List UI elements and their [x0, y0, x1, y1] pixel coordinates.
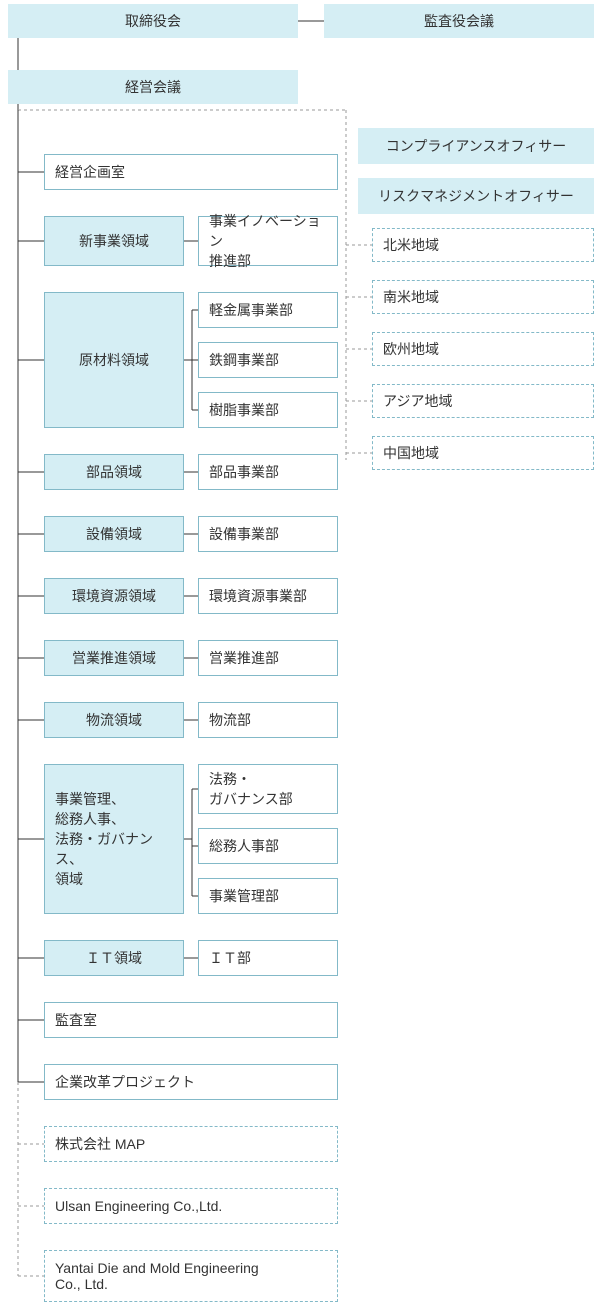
- domain-box: 設備領域: [44, 516, 184, 552]
- department-box: 樹脂事業部: [198, 392, 338, 428]
- department-box: 事業管理部: [198, 878, 338, 914]
- department-box: 軽金属事業部: [198, 292, 338, 328]
- domain-box: 物流領域: [44, 702, 184, 738]
- region-box: アジア地域: [372, 384, 594, 418]
- department-box: ＩＴ部: [198, 940, 338, 976]
- domain-box: 環境資源領域: [44, 578, 184, 614]
- unit-box: 企業改革プロジェクト: [44, 1064, 338, 1100]
- subsidiary-box: 株式会社 MAP: [44, 1126, 338, 1162]
- department-box: 物流部: [198, 702, 338, 738]
- region-box: 欧州地域: [372, 332, 594, 366]
- domain-box: 営業推進領域: [44, 640, 184, 676]
- unit-box: 経営企画室: [44, 154, 338, 190]
- subsidiary-box: Yantai Die and Mold EngineeringCo., Ltd.: [44, 1250, 338, 1302]
- officer-box: リスクマネジメントオフィサー: [358, 178, 594, 214]
- department-box: 事業イノベーション推進部: [198, 216, 338, 266]
- department-box: 設備事業部: [198, 516, 338, 552]
- subsidiary-box: Ulsan Engineering Co.,Ltd.: [44, 1188, 338, 1224]
- department-box: 環境資源事業部: [198, 578, 338, 614]
- department-box: 鉄鋼事業部: [198, 342, 338, 378]
- board-of-auditors: 監査役会議: [324, 4, 594, 38]
- region-box: 中国地域: [372, 436, 594, 470]
- domain-box: 部品領域: [44, 454, 184, 490]
- board-of-directors: 取締役会: [8, 4, 298, 38]
- department-box: 法務・ガバナンス部: [198, 764, 338, 814]
- unit-box: 監査室: [44, 1002, 338, 1038]
- department-box: 営業推進部: [198, 640, 338, 676]
- domain-box: 原材料領域: [44, 292, 184, 428]
- domain-box: 事業管理、総務人事、法務・ガバナンス、領域: [44, 764, 184, 914]
- domain-box: 新事業領域: [44, 216, 184, 266]
- management-meeting: 経営会議: [8, 70, 298, 104]
- region-box: 北米地域: [372, 228, 594, 262]
- department-box: 総務人事部: [198, 828, 338, 864]
- officer-box: コンプライアンスオフィサー: [358, 128, 594, 164]
- department-box: 部品事業部: [198, 454, 338, 490]
- domain-box: ＩＴ領域: [44, 940, 184, 976]
- region-box: 南米地域: [372, 280, 594, 314]
